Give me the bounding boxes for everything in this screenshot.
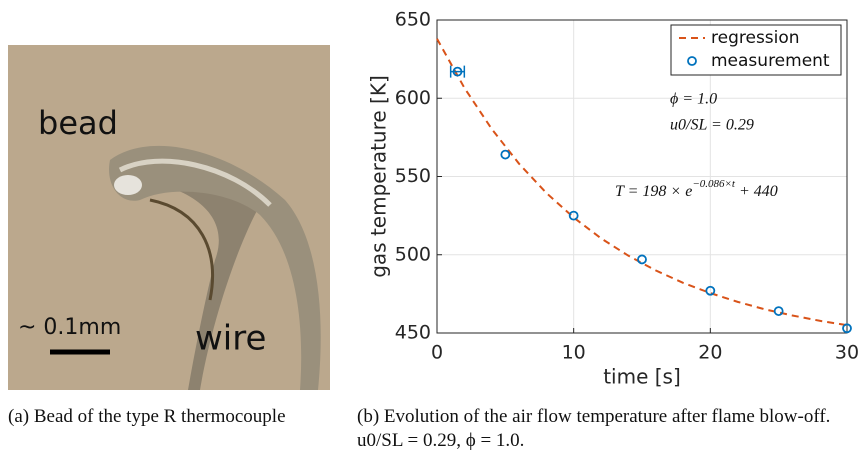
legend-label: measurement — [711, 51, 830, 71]
x-tick-label: 20 — [698, 342, 722, 364]
wire-highlight — [118, 158, 272, 207]
legend-box — [670, 24, 842, 76]
y-tick-label: 650 — [395, 9, 431, 31]
formula-exponent: −0.086×t — [692, 178, 736, 190]
chart: 0 10 20 30 450 500 550 600 650 time [s] gas temper… — [367, 9, 860, 389]
annotation: ϕ = 1.0 — [670, 91, 717, 108]
y-tick-label: 450 — [395, 322, 431, 344]
photo: bead ~ 0.1mm wire — [8, 45, 330, 390]
x-tick-label: 0 — [431, 342, 443, 364]
y-tick-label: 600 — [395, 87, 431, 109]
annotation: u0/SL = 0.29 — [670, 117, 754, 134]
photo-label: bead — [38, 104, 118, 142]
x-tick-label: 30 — [835, 342, 859, 364]
formula-base: T = 198 × e — [615, 183, 692, 200]
legend-swatch — [687, 56, 697, 66]
measurement-point — [452, 66, 463, 77]
formula: T = 198 × e−0.086×t + 440 — [615, 178, 778, 200]
caption: (b) Evolution of the air flow temperatur… — [357, 406, 831, 451]
x-axis-label: time [s] — [603, 365, 681, 389]
wire-shadow — [149, 198, 214, 301]
axes-box — [436, 19, 848, 334]
photo-label: wire — [195, 319, 266, 359]
measurement-point — [500, 149, 511, 160]
caption: (a) Bead of the type R thermocouple — [8, 406, 286, 427]
photo-label: ~ 0.1mm — [18, 315, 121, 340]
y-tick-label: 500 — [395, 243, 431, 265]
formula-tail: + 440 — [735, 183, 778, 200]
x-tick-label: 10 — [562, 342, 586, 364]
measurement-point — [773, 306, 784, 316]
measurement-point — [568, 210, 579, 221]
bead — [114, 175, 142, 195]
measurement-point — [842, 323, 852, 334]
y-axis-label: gas temperature [K] — [367, 75, 391, 278]
wire — [109, 145, 321, 390]
y-tick-label: 550 — [395, 165, 431, 187]
legend-label: regression — [711, 28, 800, 48]
measurement-point — [637, 254, 647, 265]
wire — [140, 179, 260, 390]
measurement-point — [705, 285, 716, 296]
